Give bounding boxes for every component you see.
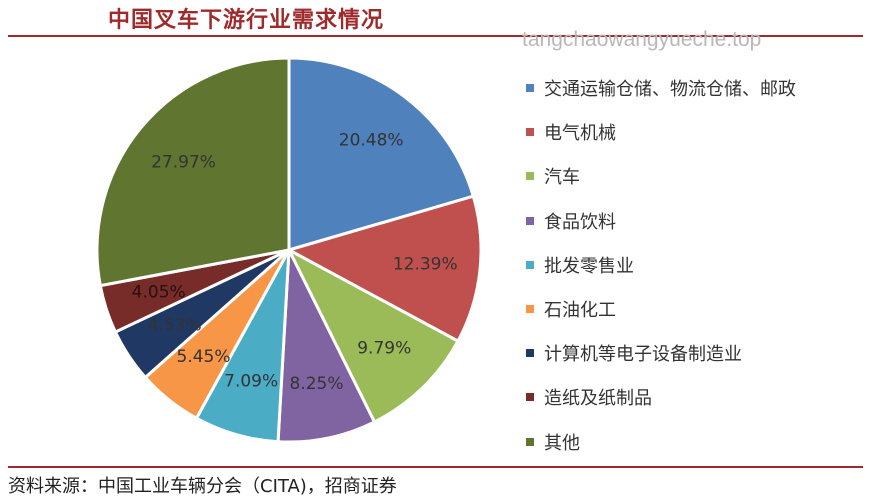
- source-divider: [8, 466, 863, 468]
- legend-label: 批发零售业: [544, 255, 634, 277]
- legend-item: 食品饮料: [526, 199, 796, 243]
- legend-item: 石油化工: [526, 287, 796, 331]
- legend-swatch: [526, 305, 534, 314]
- legend-label: 石油化工: [544, 300, 616, 322]
- slice-label: 27.97%: [151, 153, 216, 173]
- legend-item: 批发零售业: [526, 243, 796, 287]
- pie-slice: [276, 244, 377, 444]
- legend-item: 电气机械: [526, 110, 796, 154]
- legend-swatch: [526, 393, 534, 402]
- legend-swatch: [526, 349, 534, 358]
- legend-label: 电气机械: [544, 123, 616, 145]
- legend-swatch: [526, 437, 534, 446]
- legend-swatch: [526, 84, 534, 93]
- legend-swatch: [526, 216, 534, 225]
- legend-label: 其他: [544, 432, 580, 454]
- legend-item: 其他: [526, 420, 796, 464]
- title-underline: [8, 35, 863, 37]
- legend-item: 交通运输仓储、物流仓储、邮政: [526, 66, 796, 110]
- slice-label: 12.39%: [393, 254, 458, 274]
- legend-label: 交通运输仓储、物流仓储、邮政: [544, 79, 796, 101]
- legend-label: 造纸及纸制品: [544, 388, 652, 410]
- watermark: tangchaowangyueche.top: [522, 28, 762, 51]
- slice-label: 4.05%: [132, 282, 186, 302]
- slice-label: 9.79%: [357, 338, 411, 358]
- legend-item: 造纸及纸制品: [526, 375, 796, 419]
- legend-label: 汽车: [544, 167, 580, 189]
- legend-label: 计算机等电子设备制造业: [544, 344, 742, 366]
- chart-title: 中国叉车下游行业需求情况: [108, 7, 385, 33]
- pie-slice: [287, 56, 476, 253]
- slice-label: 8.25%: [289, 374, 343, 394]
- legend-item: 汽车: [526, 154, 796, 198]
- slice-label: 20.48%: [339, 130, 404, 150]
- legend-swatch: [526, 260, 534, 269]
- pie-slice: [285, 246, 461, 424]
- pie-slice: [95, 56, 291, 288]
- legend-label: 食品饮料: [544, 211, 616, 233]
- source-note: 资料来源：中国工业车辆分会（CITA)，招商证券: [8, 476, 397, 497]
- slice-label: 5.45%: [177, 347, 231, 367]
- legend: 交通运输仓储、物流仓储、邮政 电气机械汽车食品饮料批发零售业石油化工计算机等电子设…: [526, 66, 796, 464]
- pie-slice: [285, 194, 483, 344]
- slice-label: 4.53%: [148, 315, 202, 335]
- legend-swatch: [526, 172, 534, 181]
- legend-swatch: [526, 128, 534, 137]
- legend-item: 计算机等电子设备制造业: [526, 331, 796, 375]
- slice-label: 7.09%: [224, 372, 278, 392]
